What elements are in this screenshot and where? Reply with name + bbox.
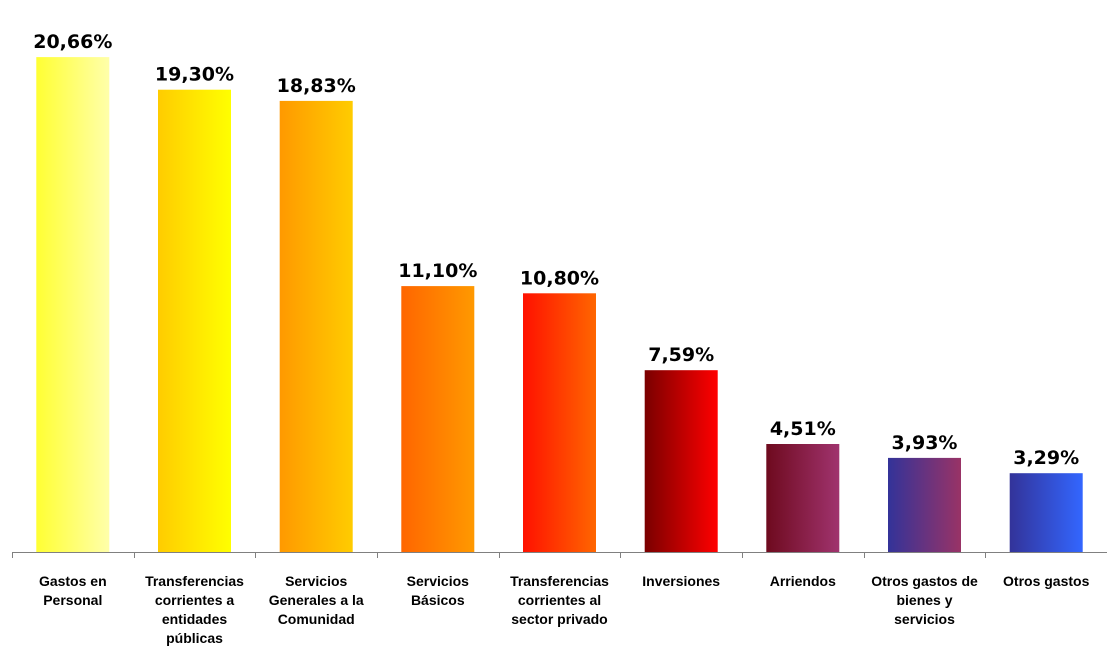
bar	[36, 57, 110, 552]
bar	[766, 444, 840, 552]
category-label-line: sector privado	[511, 611, 607, 627]
bar	[1009, 473, 1083, 552]
bar	[644, 370, 718, 552]
category-label: Inversiones	[642, 573, 720, 589]
category-label-line: bienes y	[896, 592, 952, 608]
category-label: Gastos en Personal	[39, 573, 107, 608]
category-label-line: entidades	[162, 611, 228, 627]
category-label-line: corrientes al	[518, 592, 601, 608]
category-label: Otros gastos	[1003, 573, 1090, 589]
bar	[888, 457, 961, 552]
category-label-line: Otros gastos de	[871, 573, 978, 589]
data-label: 20,66%	[33, 31, 112, 53]
category-label-line: servicios	[894, 611, 955, 627]
category-label: Servicios Generales a la Comunidad	[269, 573, 364, 627]
category-labels-group: Gastos en Personal Transferencias corriente…	[39, 573, 1090, 646]
data-label: 19,30%	[155, 64, 234, 86]
category-label-line: Generales a la	[269, 592, 364, 608]
category-label-line: Arriendos	[770, 573, 836, 589]
bars-group	[36, 57, 1083, 553]
data-label: 3,93%	[892, 432, 958, 454]
category-label-line: Transferencias	[145, 573, 244, 589]
bar	[158, 89, 231, 552]
data-label: 4,51%	[770, 418, 836, 440]
data-label: 7,59%	[648, 344, 714, 366]
category-label: Transferencias corrientes al sector privad…	[510, 573, 609, 627]
category-label-line: Otros gastos	[1003, 573, 1090, 589]
category-label-line: Servicios	[285, 573, 347, 589]
bar	[279, 100, 353, 553]
category-label: Otros gastos de bienes y servicios	[871, 573, 978, 627]
category-label-line: Gastos en	[39, 573, 107, 589]
category-label-line: Servicios	[407, 573, 469, 589]
category-label-line: Comunidad	[278, 611, 355, 627]
category-label-line: corrientes a	[155, 592, 235, 608]
category-label: Arriendos	[770, 573, 836, 589]
category-label-line: públicas	[166, 630, 223, 646]
category-label-line: Inversiones	[642, 573, 720, 589]
bar	[401, 286, 475, 552]
value-labels-group: 20,66% 19,30% 18,83% 11,10% 10,80% 7,59% 4,51%…	[33, 31, 1079, 469]
data-label: 18,83%	[277, 75, 356, 97]
data-label: 11,10%	[398, 260, 477, 282]
bar	[523, 293, 596, 552]
category-label-line: Básicos	[411, 592, 465, 608]
category-label: Servicios Básicos	[407, 573, 469, 608]
data-label: 10,80%	[520, 267, 599, 289]
category-label: Transferencias corrientes a entidades públi…	[145, 573, 244, 646]
x-axis-ticks	[12, 552, 986, 558]
category-label-line: Personal	[43, 592, 102, 608]
data-label: 3,29%	[1013, 447, 1079, 469]
category-label-line: Transferencias	[510, 573, 609, 589]
